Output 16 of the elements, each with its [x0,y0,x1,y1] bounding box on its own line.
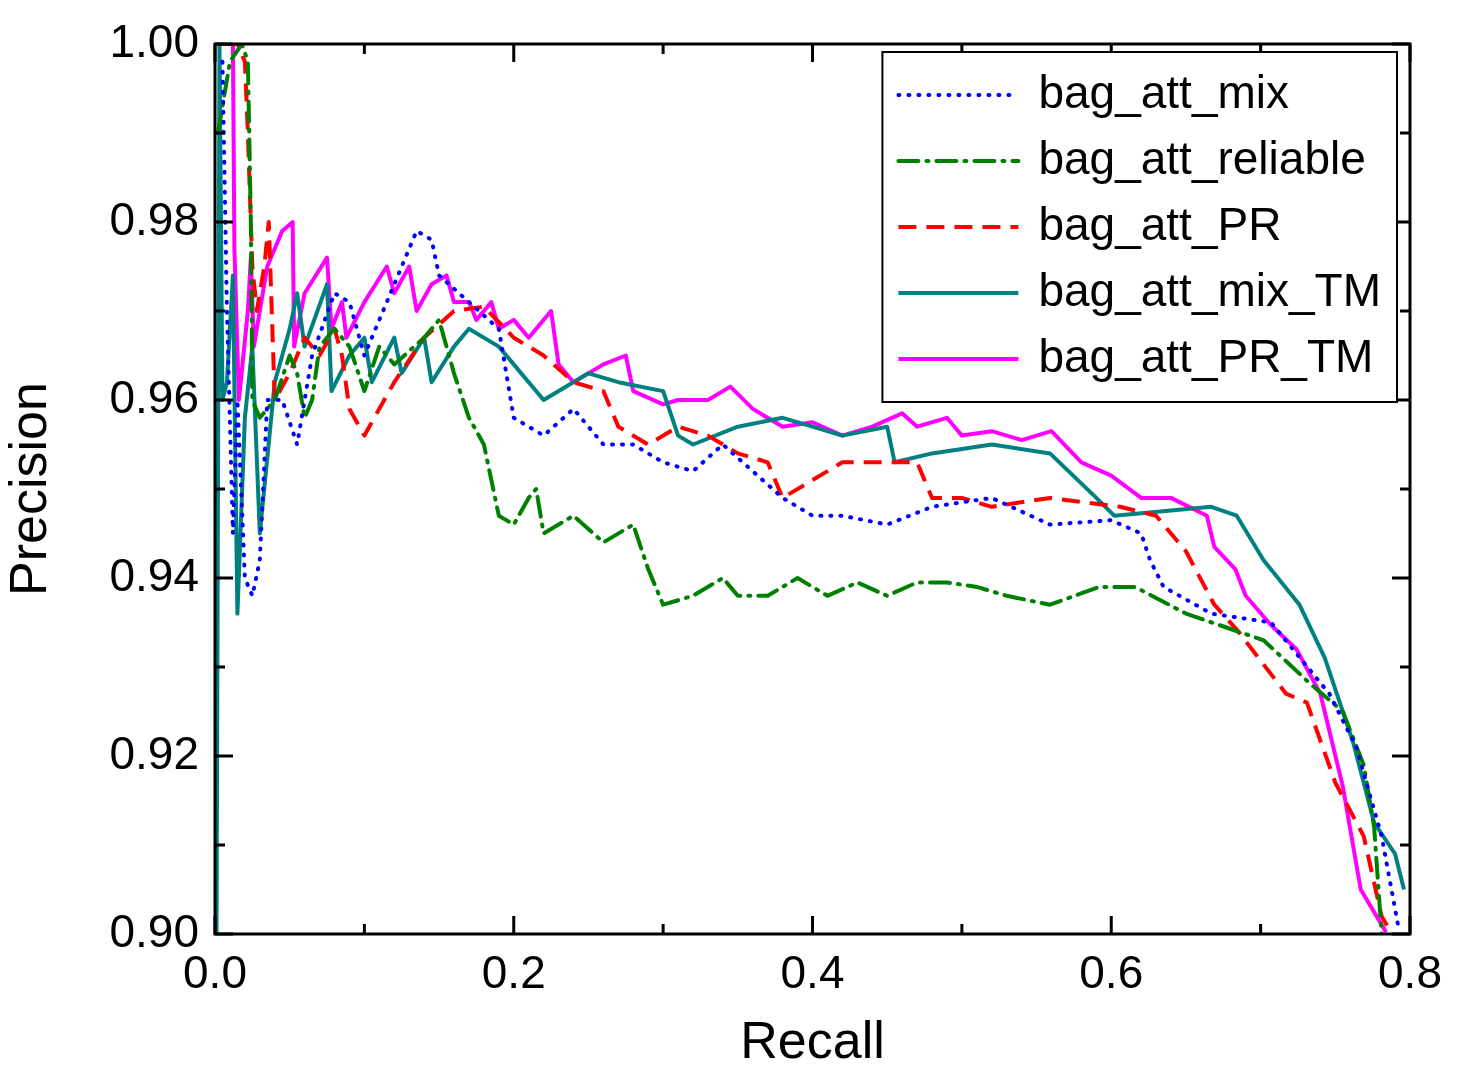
y-tick-label: 0.94 [109,548,199,601]
legend-label: bag_att_mix [1038,65,1290,118]
legend-label: bag_att_PR_TM [1038,329,1374,382]
x-axis-title: Recall [740,1011,885,1070]
y-tick-label: 0.96 [109,370,199,423]
x-tick-label: 0.2 [481,946,546,999]
legend-label: bag_att_reliable [1038,131,1366,184]
legend-label: bag_att_PR [1038,197,1282,250]
y-tick-label: 1.00 [109,14,199,67]
x-tick-label: 0.8 [1378,946,1442,999]
y-tick-label: 0.92 [109,726,199,779]
y-axis-title: Precision [0,382,57,596]
legend-label: bag_att_mix_TM [1038,263,1382,316]
x-tick-label: 0.6 [1079,946,1144,999]
y-tick-label: 0.98 [109,192,199,245]
x-tick-label: 0.4 [780,946,845,999]
